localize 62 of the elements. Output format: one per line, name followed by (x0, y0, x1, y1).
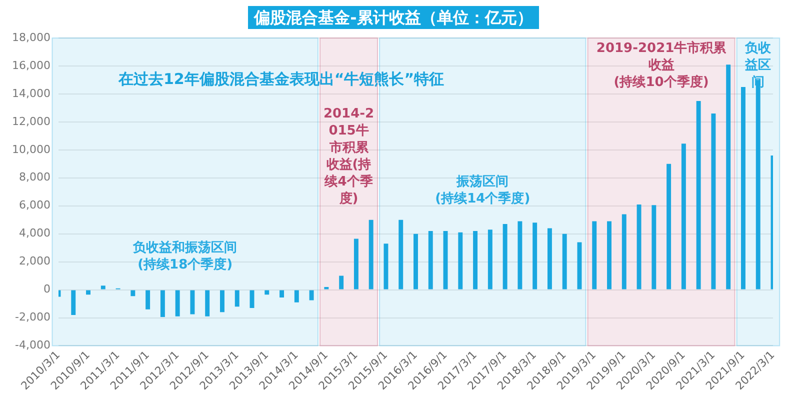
bar (220, 290, 224, 312)
band-label: 2014-2015牛市积累收益(持续4个季度) (323, 106, 374, 207)
bar (666, 164, 672, 290)
y-tick-label: 4,000 (18, 226, 50, 240)
y-tick-label: 2,000 (18, 254, 50, 268)
bar (354, 238, 358, 290)
bar (324, 286, 329, 290)
bar (190, 290, 195, 314)
bar (339, 276, 344, 290)
bar (294, 290, 299, 302)
bar (234, 290, 240, 307)
bar (577, 242, 582, 290)
bar (696, 100, 701, 290)
bar (726, 64, 731, 290)
bar (547, 228, 552, 290)
bar (71, 290, 76, 315)
chart-title: 偏股混合基金-累计收益（单位：亿元） (248, 6, 539, 29)
y-tick-label: 10,000 (12, 142, 50, 156)
bar (592, 221, 597, 290)
bar (458, 232, 463, 290)
bar (146, 290, 150, 310)
bar (86, 290, 90, 295)
bar (473, 231, 478, 290)
y-tick-label: -2,000 (15, 310, 50, 324)
bar (532, 222, 538, 290)
annotation: 在过去12年偏股混合基金表现出“牛短熊长”特征 (117, 70, 444, 88)
band-label: 2019-2021牛市积累收益 (持续10个季度) (596, 40, 728, 90)
bar (264, 290, 270, 295)
y-tick-label: -4,000 (15, 338, 50, 352)
y-tick-label: 12,000 (12, 114, 50, 128)
bar (160, 290, 165, 318)
bar (562, 234, 567, 290)
y-tick-label: 8,000 (18, 170, 50, 184)
bar (175, 290, 180, 316)
bar (100, 286, 106, 290)
bar (488, 230, 492, 290)
bar (502, 224, 508, 290)
bar (622, 214, 626, 290)
bar (607, 221, 612, 290)
bar (309, 290, 314, 300)
y-tick-label: 18,000 (12, 30, 50, 44)
y-tick-label: 0 (43, 282, 50, 296)
bar (414, 234, 418, 290)
bar (428, 231, 433, 290)
bar (652, 205, 656, 290)
bar (636, 204, 642, 290)
bar (443, 231, 448, 290)
bar (384, 244, 388, 290)
bar (518, 221, 522, 290)
bar (711, 114, 716, 290)
bar (740, 86, 746, 290)
bar (280, 290, 284, 298)
y-tick-label: 16,000 (12, 58, 50, 72)
bar (205, 290, 210, 316)
y-tick-label: 6,000 (18, 198, 50, 212)
bar (681, 144, 686, 290)
bar (368, 220, 374, 290)
band-label: 振荡区间 (持续14个季度) (435, 174, 530, 207)
bar (398, 220, 404, 290)
bar (130, 290, 136, 296)
band-label: 负收益和振荡区间 (持续18个季度) (132, 239, 238, 272)
y-tick-label: 14,000 (12, 86, 50, 100)
